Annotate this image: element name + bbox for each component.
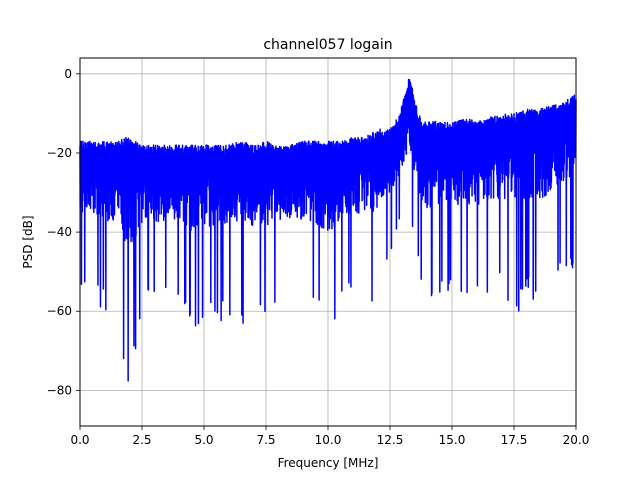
y-tick-label: −60: [47, 304, 72, 318]
x-tick-label: 12.5: [377, 433, 404, 447]
chart-title: channel057 logain: [263, 37, 392, 53]
x-tick-label: 20.0: [563, 433, 590, 447]
y-tick-label: −20: [47, 146, 72, 160]
psd-series-line: [79, 78, 577, 382]
x-tick-label: 2.5: [132, 433, 151, 447]
x-tick-label: 0.0: [70, 433, 89, 447]
series-layer: [79, 78, 577, 382]
x-tick-label: 7.5: [256, 433, 275, 447]
y-tick-label: −80: [47, 383, 72, 397]
y-tick-label: −40: [47, 225, 72, 239]
x-tick-label: 5.0: [194, 433, 213, 447]
x-tick-label: 17.5: [501, 433, 528, 447]
x-tick-label: 10.0: [315, 433, 342, 447]
y-tick-label: 0: [64, 67, 72, 81]
y-axis-label: PSD [dB]: [21, 215, 35, 268]
x-tick-label: 15.0: [439, 433, 466, 447]
x-axis-label: Frequency [MHz]: [278, 456, 379, 470]
x-axis-ticks: 0.0 2.5 5.0 7.5 10.0 12.5 15.0 17.5 20.0: [70, 426, 589, 447]
y-axis-ticks: 0 −20 −40 −60 −80: [47, 67, 80, 397]
